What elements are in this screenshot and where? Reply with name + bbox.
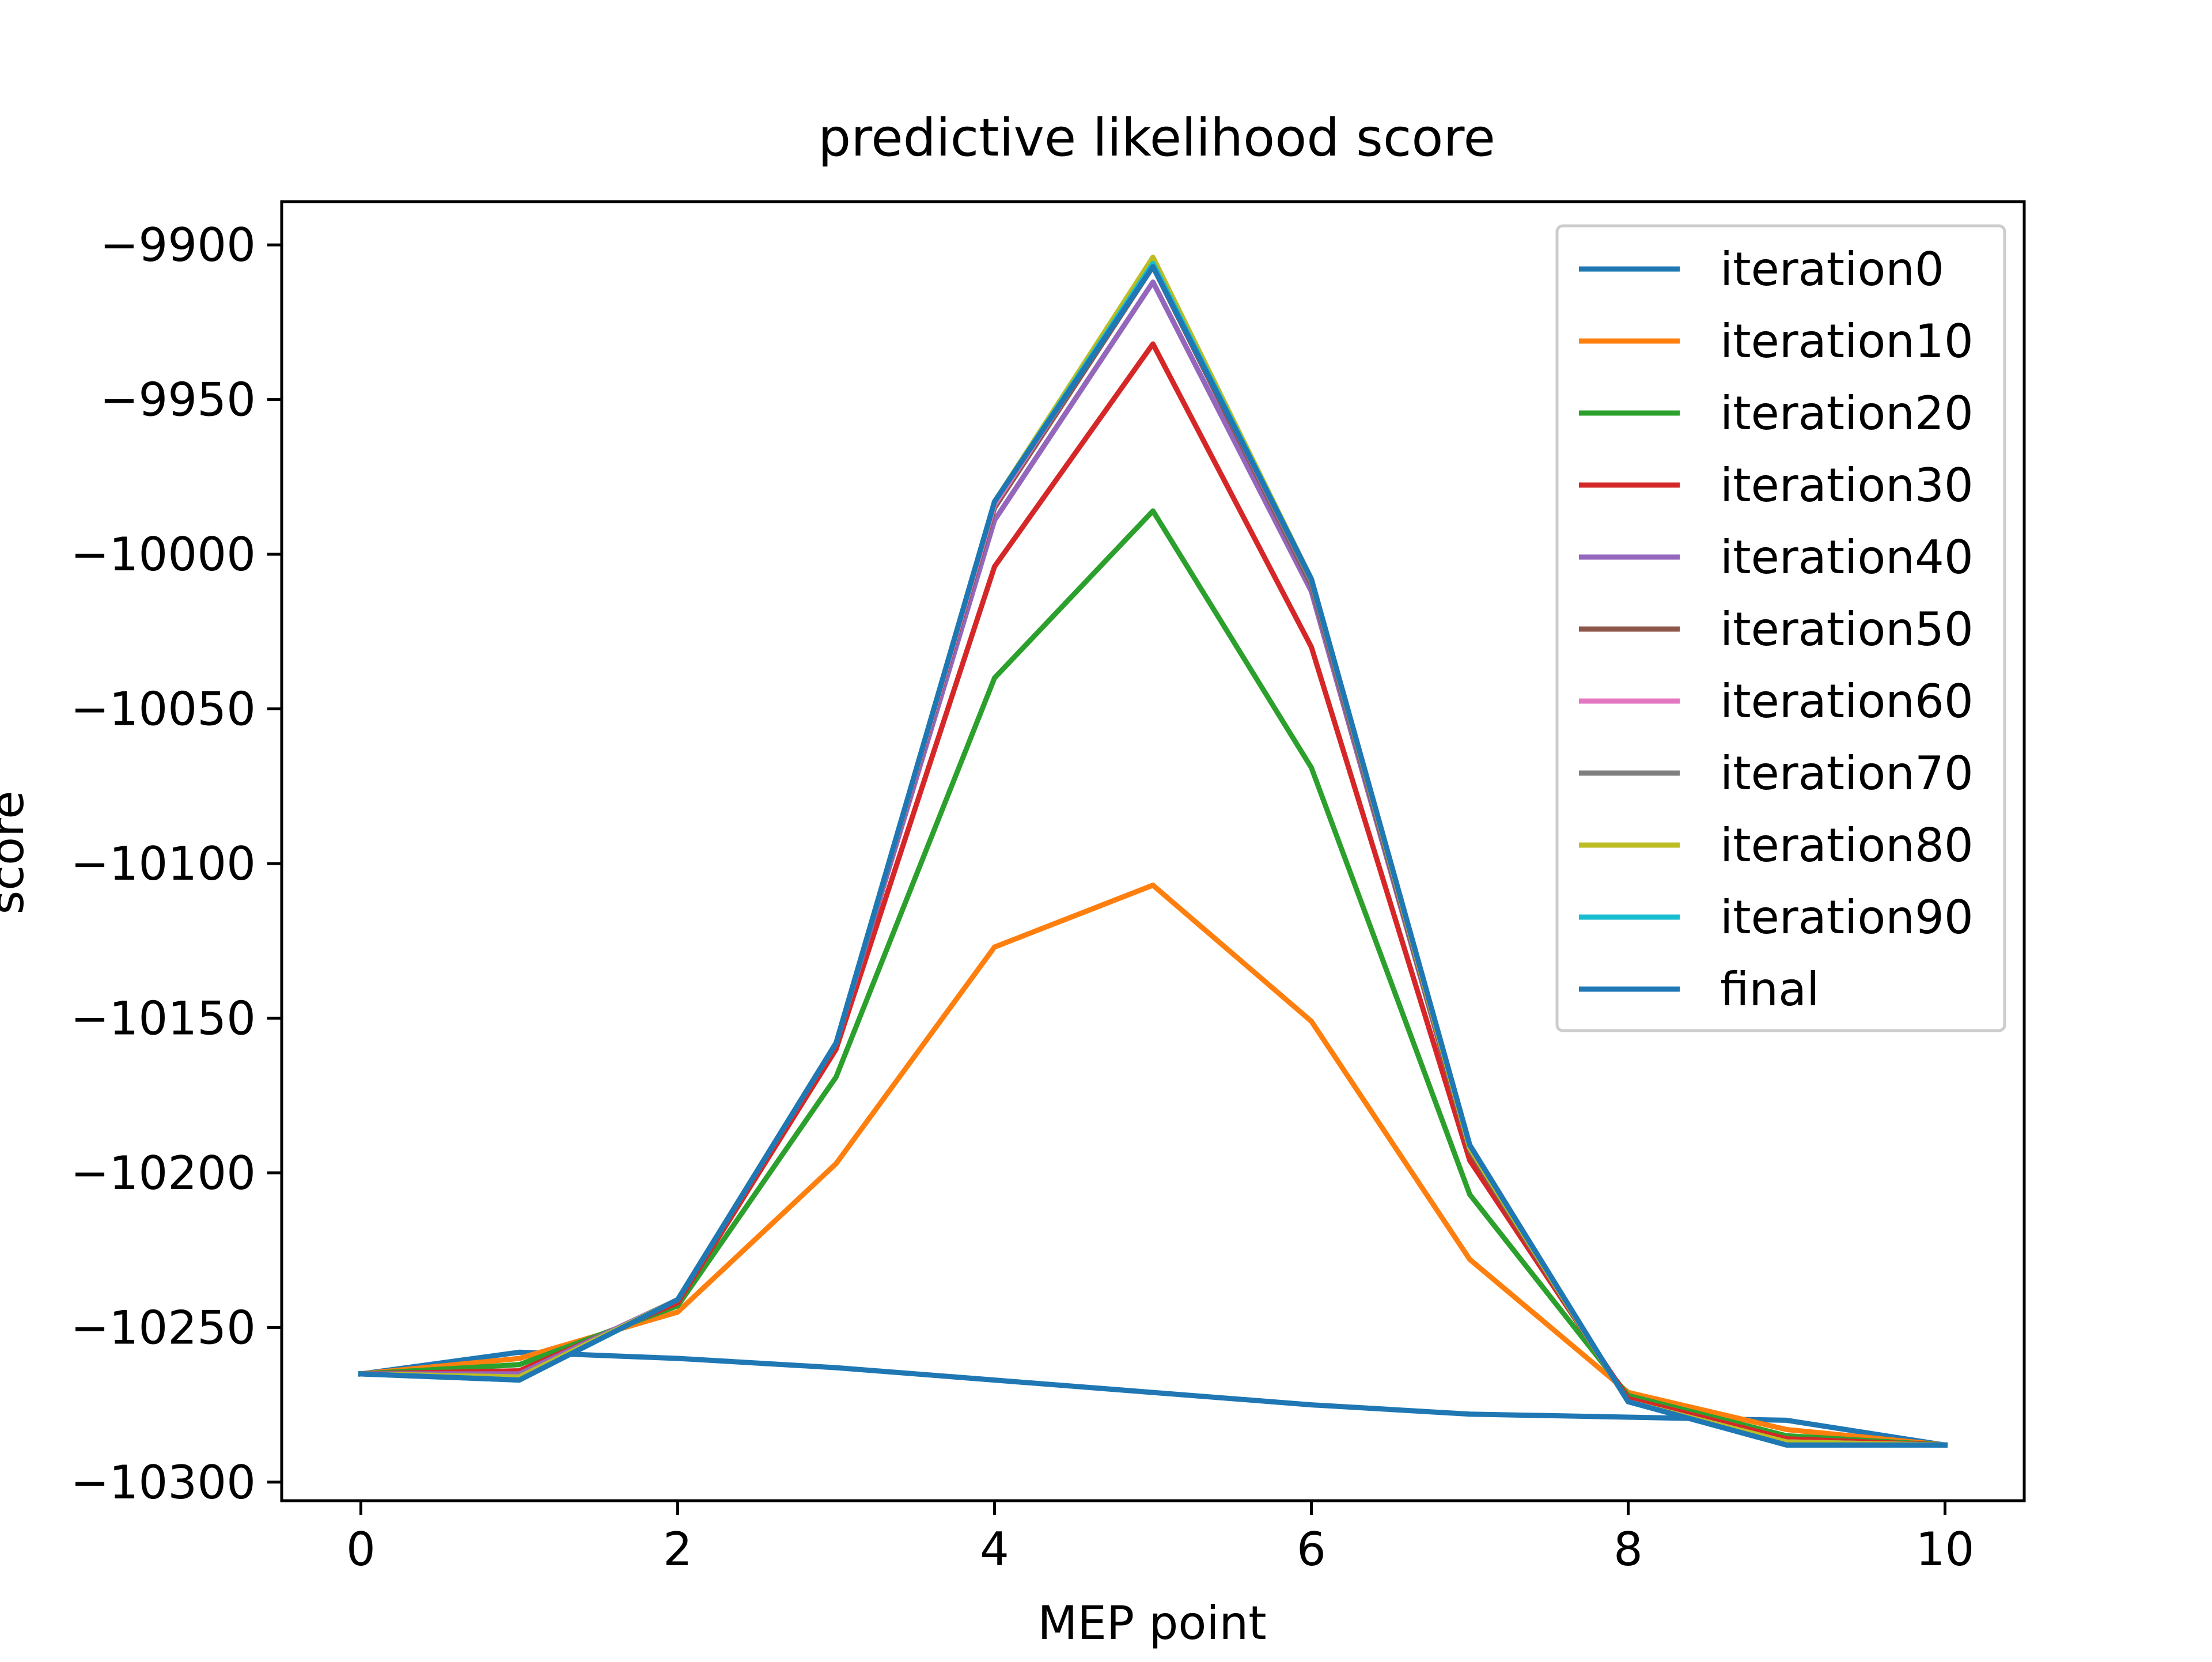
legend-label: final	[1720, 963, 1819, 1016]
legend-label: iteration10	[1720, 315, 1974, 368]
legend-label: iteration0	[1720, 243, 1944, 296]
chart-title: predictive likelihood score	[818, 108, 1495, 168]
y-tick-label: −9950	[100, 373, 256, 427]
x-axis: 0 2 4 6 8 10	[346, 1501, 1974, 1576]
y-tick-label: −9900	[100, 218, 256, 272]
series-line-iteration0	[358, 1349, 1948, 1448]
legend-label: iteration50	[1720, 603, 1974, 656]
legend-label: iteration90	[1720, 891, 1974, 944]
y-tick-label: −10150	[70, 991, 256, 1045]
legend-box	[1555, 224, 2006, 1032]
y-tick-label: −10200	[70, 1146, 256, 1200]
legend-label: iteration70	[1720, 747, 1974, 800]
x-tick-label: 8	[1613, 1523, 1643, 1576]
legend-label: iteration80	[1720, 819, 1974, 872]
legend-label: iteration30	[1720, 459, 1974, 512]
x-tick-label: 10	[1916, 1523, 1975, 1576]
y-tick-label: −10250	[70, 1301, 256, 1354]
x-tick-label: 0	[346, 1523, 376, 1576]
y-tick-label: −10300	[70, 1456, 256, 1509]
legend-label: iteration40	[1720, 531, 1974, 584]
x-tick-label: 6	[1297, 1523, 1326, 1576]
y-tick-label: −10000	[70, 528, 256, 581]
y-axis: −9900 −9950 −10000 −10050 −10100 −10150 −10200…	[70, 218, 282, 1509]
x-tick-label: 2	[663, 1523, 692, 1576]
y-tick-label: −10100	[70, 837, 256, 891]
x-axis-label: MEP point	[1037, 1596, 1266, 1650]
y-tick-label: −10050	[70, 683, 256, 736]
series-line-final	[358, 264, 1948, 1448]
legend: iteration0 iteration10 iteration20 iteratio…	[1555, 224, 2006, 1032]
series-lines	[358, 255, 1948, 1448]
y-axis-label: score	[0, 791, 34, 915]
x-tick-label: 4	[980, 1523, 1009, 1576]
legend-label: iteration60	[1720, 675, 1974, 728]
legend-label: iteration20	[1720, 387, 1974, 440]
plot-frame	[280, 200, 2026, 1502]
